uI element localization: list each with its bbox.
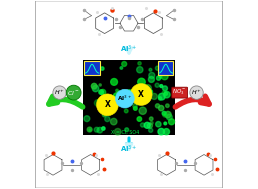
Circle shape xyxy=(134,87,140,93)
Text: $Cl^-$: $Cl^-$ xyxy=(67,89,80,97)
Circle shape xyxy=(124,109,128,113)
Circle shape xyxy=(138,78,145,86)
Circle shape xyxy=(160,85,163,88)
Circle shape xyxy=(99,90,103,94)
FancyArrowPatch shape xyxy=(175,96,209,107)
Circle shape xyxy=(144,85,151,92)
Circle shape xyxy=(149,72,155,78)
Circle shape xyxy=(89,129,91,131)
Circle shape xyxy=(138,62,141,65)
Circle shape xyxy=(155,104,160,108)
Circle shape xyxy=(150,122,153,124)
Circle shape xyxy=(94,100,101,106)
Circle shape xyxy=(158,128,165,135)
Circle shape xyxy=(126,90,133,97)
FancyBboxPatch shape xyxy=(35,1,223,188)
Circle shape xyxy=(162,91,165,94)
Circle shape xyxy=(151,93,157,99)
Circle shape xyxy=(168,119,175,125)
Circle shape xyxy=(155,83,159,87)
Circle shape xyxy=(139,107,146,114)
Circle shape xyxy=(147,99,149,102)
Bar xyxy=(83,60,175,135)
Circle shape xyxy=(148,89,152,94)
Circle shape xyxy=(164,92,167,95)
Text: $NO_3^-$: $NO_3^-$ xyxy=(172,88,187,97)
Circle shape xyxy=(102,113,106,117)
Circle shape xyxy=(87,69,92,74)
Circle shape xyxy=(156,122,161,127)
Circle shape xyxy=(165,111,171,118)
Circle shape xyxy=(92,85,99,92)
Circle shape xyxy=(110,118,117,125)
Circle shape xyxy=(97,127,103,133)
Circle shape xyxy=(99,84,101,86)
Circle shape xyxy=(163,113,167,117)
Text: X: X xyxy=(138,90,144,99)
Text: $H^+$: $H^+$ xyxy=(191,88,202,97)
Circle shape xyxy=(149,128,153,132)
Circle shape xyxy=(164,122,167,125)
Text: Al$^{3+}$: Al$^{3+}$ xyxy=(120,44,138,55)
Circle shape xyxy=(167,71,170,74)
Circle shape xyxy=(148,76,155,82)
Circle shape xyxy=(137,117,142,121)
Circle shape xyxy=(101,91,103,93)
Circle shape xyxy=(125,128,129,132)
Circle shape xyxy=(120,67,123,69)
Text: Al$^{3+}$: Al$^{3+}$ xyxy=(117,94,132,103)
Circle shape xyxy=(144,122,150,128)
Circle shape xyxy=(130,84,152,105)
Bar xyxy=(158,61,173,75)
Circle shape xyxy=(122,61,127,67)
Text: X = Cl, SO4: X = Cl, SO4 xyxy=(111,130,139,135)
Circle shape xyxy=(116,89,118,92)
Circle shape xyxy=(116,89,134,108)
Circle shape xyxy=(101,67,104,70)
Circle shape xyxy=(164,91,170,98)
Circle shape xyxy=(94,127,99,132)
Circle shape xyxy=(149,117,153,121)
Bar xyxy=(84,61,100,75)
Circle shape xyxy=(140,123,145,127)
Circle shape xyxy=(94,62,99,68)
Circle shape xyxy=(105,116,110,122)
Text: X: X xyxy=(104,100,110,109)
Circle shape xyxy=(137,67,143,73)
Circle shape xyxy=(116,91,122,97)
Circle shape xyxy=(117,102,120,104)
Circle shape xyxy=(115,129,121,135)
Circle shape xyxy=(139,86,142,90)
Circle shape xyxy=(158,97,162,100)
Circle shape xyxy=(96,94,118,116)
Circle shape xyxy=(84,116,90,122)
Circle shape xyxy=(166,114,172,120)
Text: Al$^{3+}$: Al$^{3+}$ xyxy=(120,143,138,155)
Circle shape xyxy=(111,78,117,85)
Circle shape xyxy=(163,129,170,135)
Circle shape xyxy=(162,111,166,115)
Circle shape xyxy=(158,93,165,100)
Circle shape xyxy=(113,93,120,99)
Circle shape xyxy=(133,104,137,108)
Circle shape xyxy=(102,127,105,130)
Circle shape xyxy=(158,105,164,111)
Circle shape xyxy=(149,68,152,71)
Circle shape xyxy=(161,73,168,80)
Circle shape xyxy=(156,76,161,80)
FancyArrowPatch shape xyxy=(49,96,83,107)
Circle shape xyxy=(155,66,160,70)
Circle shape xyxy=(147,123,152,128)
Circle shape xyxy=(87,127,92,132)
Circle shape xyxy=(149,90,153,94)
Circle shape xyxy=(100,89,106,95)
Circle shape xyxy=(163,86,167,91)
Circle shape xyxy=(91,83,97,89)
Circle shape xyxy=(133,107,137,110)
Circle shape xyxy=(97,100,101,103)
Circle shape xyxy=(159,75,162,78)
Circle shape xyxy=(166,104,169,108)
Circle shape xyxy=(101,105,104,108)
Text: $H^+$: $H^+$ xyxy=(54,88,65,97)
